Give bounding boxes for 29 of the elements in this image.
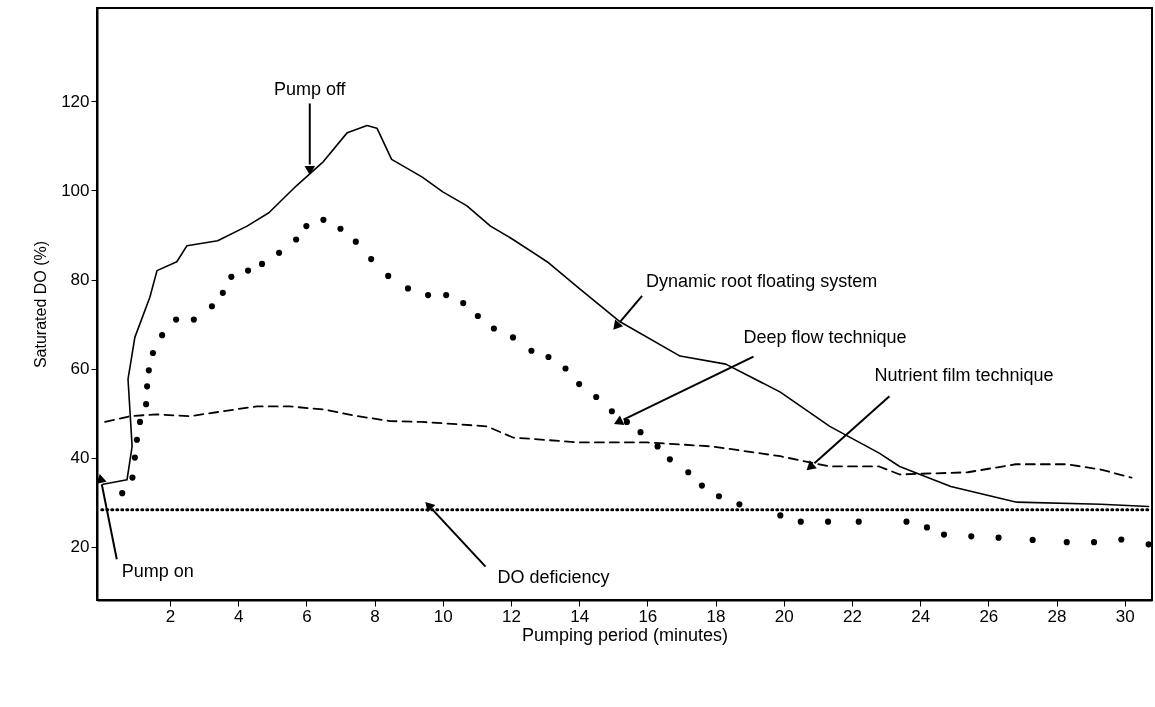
x-tick-label: 18 — [706, 606, 726, 626]
x-tick-label: 24 — [911, 606, 931, 626]
x-tick-label: 28 — [1047, 606, 1067, 626]
x-tick-label: 16 — [638, 606, 658, 626]
annotation: Pump off — [273, 79, 347, 100]
x-tick-label: 10 — [433, 606, 453, 626]
x-axis-title: Pumping period (minutes) — [521, 624, 729, 645]
text: Deep flow technique — [743, 326, 907, 347]
x-tick-label: 8 — [370, 606, 380, 626]
x-tick-label: 12 — [501, 606, 521, 626]
annotation: Pump on — [121, 561, 194, 582]
y-tick-label: 60 — [70, 359, 90, 379]
x-tick-label: 30 — [1115, 606, 1135, 626]
text: Nutrient film technique — [874, 365, 1054, 386]
x-tick-label: 2 — [165, 606, 176, 626]
x-tick-label: 26 — [979, 606, 999, 626]
x-tick-label: 14 — [570, 606, 590, 626]
y-axis-title: Saturated DO (%) — [32, 240, 50, 369]
text: DO deficiency — [497, 566, 610, 587]
y-tick-label: 100 — [61, 181, 90, 200]
x-tick-label: 6 — [302, 606, 312, 626]
x-tick-label: 20 — [774, 606, 794, 626]
x-tick-label: 22 — [842, 606, 862, 626]
y-tick-label: 20 — [70, 537, 90, 557]
text: Dynamic root floating system — [646, 270, 878, 291]
y-tick-label: 120 — [61, 91, 90, 111]
y-tick-label: 80 — [70, 270, 90, 290]
y-tick-label: 40 — [70, 448, 90, 468]
x-tick-label: 4 — [233, 606, 244, 626]
